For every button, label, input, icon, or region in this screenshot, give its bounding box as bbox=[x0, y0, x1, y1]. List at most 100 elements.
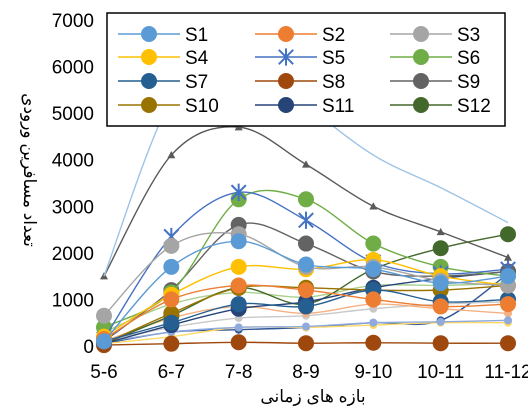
legend-item-S4: S4 bbox=[118, 48, 209, 69]
y-axis-title: تعداد مسافرین ورودی bbox=[20, 93, 39, 247]
legend-label: S1 bbox=[185, 25, 208, 46]
legend-swatch-marker bbox=[141, 49, 157, 65]
data-point bbox=[365, 261, 382, 278]
legend-item-S6: S6 bbox=[390, 48, 480, 69]
legend-swatch-marker bbox=[141, 73, 157, 89]
legend-item-S2: S2 bbox=[255, 25, 345, 46]
x-tick-label: 11-12 bbox=[484, 362, 528, 383]
legend-item-S8: S8 bbox=[255, 72, 345, 93]
legend-swatch-marker bbox=[278, 26, 294, 42]
legend-swatch-marker bbox=[413, 73, 429, 89]
legend-label: S10 bbox=[185, 96, 219, 117]
data-point bbox=[230, 183, 247, 201]
data-point bbox=[96, 307, 112, 324]
series-S8 bbox=[96, 334, 516, 354]
data-point bbox=[298, 282, 314, 299]
y-tick-label: 2000 bbox=[52, 244, 94, 265]
data-point bbox=[298, 211, 314, 229]
legend-item-S7: S7 bbox=[118, 72, 208, 93]
data-point bbox=[302, 322, 310, 331]
data-point bbox=[365, 334, 382, 351]
data-point bbox=[500, 226, 516, 243]
legend-label: S7 bbox=[185, 72, 208, 93]
y-tick-label: 0 bbox=[83, 337, 94, 358]
data-point bbox=[230, 277, 247, 294]
data-point bbox=[432, 240, 449, 257]
data-point bbox=[230, 334, 247, 351]
x-tick-label: 7-8 bbox=[225, 362, 252, 383]
data-point bbox=[298, 191, 314, 208]
data-point bbox=[365, 235, 382, 252]
data-point bbox=[163, 335, 180, 352]
data-point bbox=[298, 256, 314, 273]
legend-swatch-marker bbox=[141, 26, 157, 42]
legend-label: S4 bbox=[185, 48, 209, 69]
legend-swatch-marker bbox=[413, 26, 429, 42]
legend-item-S3: S3 bbox=[390, 25, 480, 46]
data-point bbox=[369, 202, 378, 210]
x-tick-label: 6-7 bbox=[158, 362, 185, 383]
data-point bbox=[369, 318, 378, 327]
data-point bbox=[163, 237, 180, 254]
data-point bbox=[500, 268, 516, 285]
data-point bbox=[298, 235, 314, 252]
data-point bbox=[163, 258, 180, 275]
data-point bbox=[436, 317, 445, 326]
data-point bbox=[298, 335, 314, 352]
y-tick-label: 3000 bbox=[52, 197, 94, 218]
legend-swatch-marker bbox=[413, 97, 429, 113]
data-point bbox=[298, 298, 314, 315]
x-tick-label: 9-10 bbox=[354, 362, 392, 383]
data-point bbox=[302, 160, 310, 168]
legend-swatch-marker bbox=[413, 49, 429, 65]
legend-item-S5: S5 bbox=[255, 48, 345, 69]
legend-swatch-marker bbox=[278, 73, 294, 89]
y-tick-label: 5000 bbox=[52, 104, 94, 125]
data-point bbox=[230, 258, 247, 275]
x-tick-label: 5-6 bbox=[90, 362, 117, 383]
data-point bbox=[500, 335, 516, 352]
data-point bbox=[432, 335, 449, 352]
legend-label: S8 bbox=[322, 72, 345, 93]
series-layer bbox=[96, 40, 516, 354]
data-point bbox=[167, 151, 176, 159]
series-S1 bbox=[96, 233, 516, 350]
y-tick-label: 6000 bbox=[52, 58, 94, 79]
legend-item-S11: S11 bbox=[255, 96, 354, 117]
legend: S1 S2 S3 S4 S5 S6 S7 S8 S9 S10 S11 S12 bbox=[106, 12, 506, 127]
data-point bbox=[163, 314, 180, 331]
legend-swatch-marker bbox=[278, 97, 294, 113]
legend-item-S12: S12 bbox=[390, 96, 491, 117]
legend-swatch-marker bbox=[278, 48, 294, 66]
legend-item-S10: S10 bbox=[118, 96, 219, 117]
legend-swatch-marker bbox=[141, 97, 157, 113]
legend-box bbox=[106, 12, 506, 127]
data-point bbox=[365, 291, 382, 308]
legend-item-S9: S9 bbox=[390, 72, 480, 93]
x-axis-title: بازه های زمانی bbox=[260, 387, 365, 406]
legend-label: S9 bbox=[457, 72, 480, 93]
legend-item-S1: S1 bbox=[118, 25, 208, 46]
data-point bbox=[500, 296, 516, 313]
y-tick-label: 4000 bbox=[52, 151, 94, 172]
legend-label: S2 bbox=[322, 25, 345, 46]
x-tick-label: 8-9 bbox=[292, 362, 319, 383]
axes: 0 1000 2000 3000 4000 5000 6000 7000 5-6 6-7 7-8 8-… bbox=[52, 11, 528, 383]
data-point bbox=[96, 333, 112, 350]
data-point bbox=[432, 275, 449, 292]
data-point bbox=[230, 296, 247, 313]
data-point bbox=[504, 253, 512, 261]
data-point bbox=[432, 298, 449, 315]
y-tick-label: 7000 bbox=[52, 11, 94, 32]
data-point bbox=[234, 323, 243, 332]
x-tick-label: 10-11 bbox=[417, 362, 464, 383]
legend-label: S12 bbox=[457, 96, 491, 117]
legend-label: S6 bbox=[457, 48, 480, 69]
legend-label: S3 bbox=[457, 25, 480, 46]
data-point bbox=[230, 233, 247, 250]
data-point bbox=[436, 227, 445, 236]
y-tick-label: 1000 bbox=[52, 290, 94, 311]
legend-label: S5 bbox=[322, 48, 345, 69]
